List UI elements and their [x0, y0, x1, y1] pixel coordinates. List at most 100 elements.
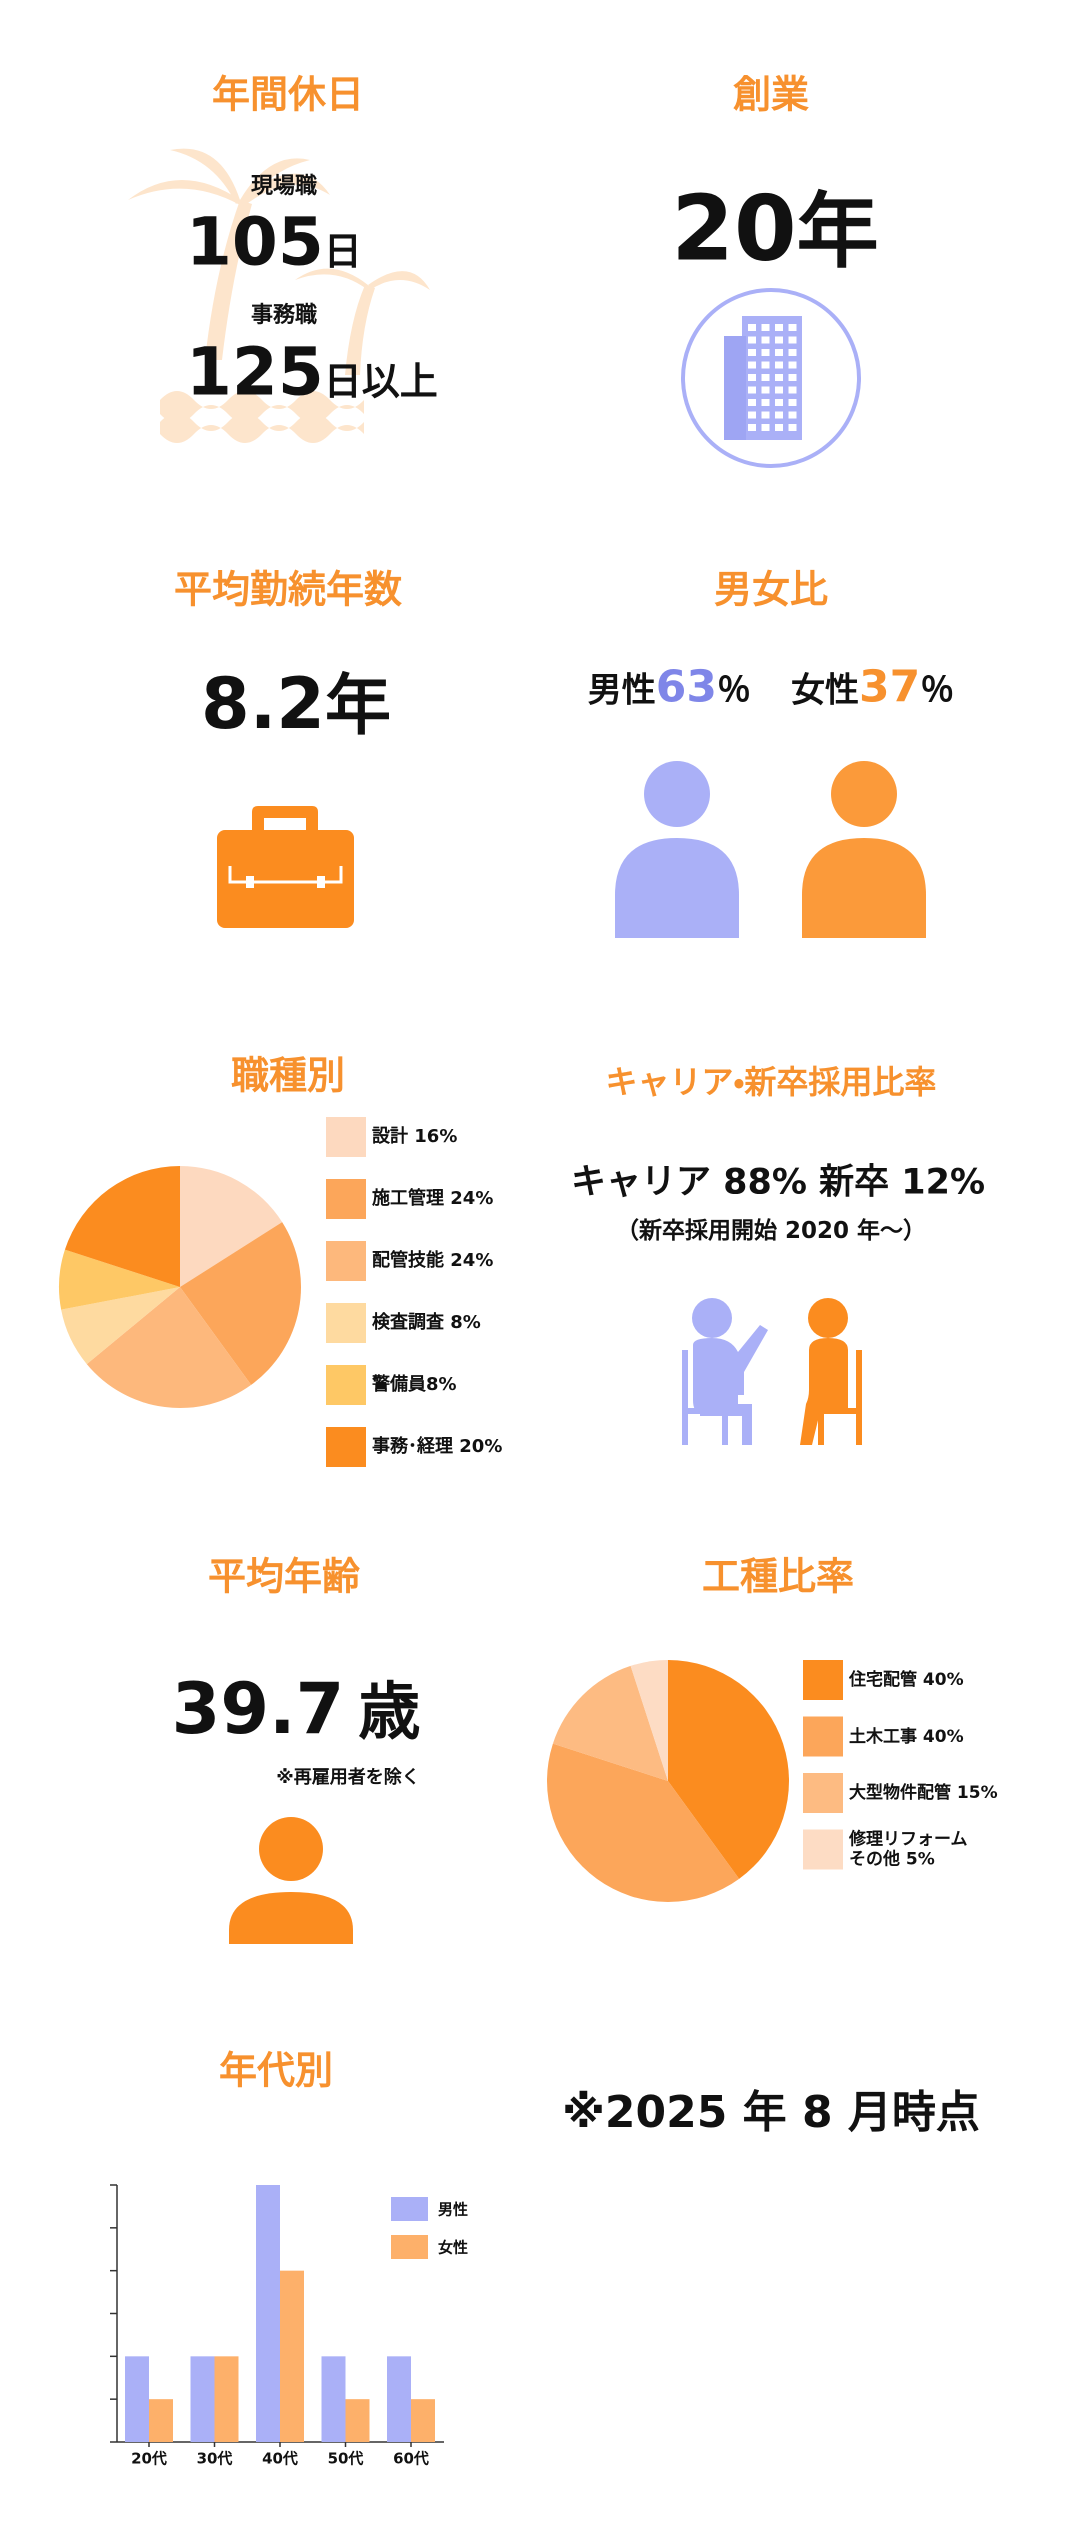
pie-slice	[61, 1287, 180, 1365]
stat: 125日以上	[186, 334, 438, 411]
stat-value: 37	[859, 661, 921, 713]
bar	[125, 2356, 149, 2442]
building-window	[775, 411, 783, 419]
section-title: 年代別	[218, 2048, 334, 2093]
pie-slice	[668, 1660, 789, 1879]
building-icon	[724, 316, 802, 440]
building-window	[775, 386, 783, 394]
building-window	[761, 424, 770, 431]
stat-unit: 年	[325, 667, 392, 744]
building-window	[775, 361, 783, 369]
legend-label: 設計 16%	[372, 1126, 458, 1148]
building-window	[788, 386, 797, 394]
stat-value: 39.7	[171, 1668, 345, 1750]
gender-ratio: 男性63％ 女性37％	[588, 662, 954, 713]
stat-value: 20	[671, 176, 797, 282]
bar	[190, 2356, 215, 2442]
briefcase-icon	[217, 806, 354, 928]
legend-label: 検査調査 8%	[372, 1312, 481, 1334]
bar	[214, 2356, 239, 2442]
label: 男性	[587, 670, 656, 711]
legend-swatch	[326, 1241, 366, 1281]
stat-unit: 日	[323, 229, 362, 274]
pie-slice	[180, 1222, 301, 1385]
section-title: 平均勤続年数	[173, 567, 403, 612]
pie-slice	[64, 1166, 180, 1287]
bar	[280, 2270, 304, 2442]
stat-unit: ％	[920, 670, 955, 711]
building-window	[788, 324, 797, 331]
building-window	[761, 399, 770, 406]
legend-label: 配管技能 24%	[372, 1250, 494, 1272]
legend-label: 土木工事 40%	[849, 1726, 964, 1747]
building-window	[748, 349, 756, 356]
legend-swatch	[803, 1773, 843, 1813]
interview-icon	[682, 1298, 862, 1445]
career-ratio: キャリア 88% 新卒 12%	[570, 1162, 986, 1203]
x-tick-label: 50代	[327, 2449, 364, 2468]
section-title: キャリア・新卒採用比率	[605, 1063, 937, 1101]
bar	[387, 2356, 411, 2442]
label: 事務職	[250, 303, 318, 328]
building-window	[761, 349, 770, 356]
pie-slice	[630, 1660, 668, 1781]
as-of-note: ※2025 年 8 月時点	[562, 2087, 980, 2138]
building-window	[761, 411, 770, 419]
legend-label: 女性	[438, 2238, 469, 2257]
stat-value: 125	[186, 333, 324, 411]
female-icon	[802, 761, 926, 938]
building-window	[775, 324, 783, 331]
x-tick-label: 40代	[262, 2449, 298, 2468]
pie-slice	[552, 1665, 668, 1781]
stat: 8.2年	[201, 652, 391, 748]
legend-label: 男性	[438, 2200, 469, 2219]
building-window	[775, 424, 783, 431]
building-window	[748, 424, 756, 431]
male-icon	[615, 761, 739, 938]
legend-swatch	[803, 1716, 843, 1757]
section-title: 職種別	[230, 1053, 346, 1098]
age-person-icon	[229, 1817, 353, 1944]
building-window	[748, 324, 756, 331]
pie-slice	[180, 1166, 283, 1287]
legend-swatch	[326, 1365, 366, 1405]
legend-swatch	[326, 1117, 366, 1157]
stat-unit: 日以上	[323, 359, 438, 404]
building-window	[748, 361, 756, 369]
stat-unit: ％	[717, 670, 751, 711]
section-title: 創業	[732, 72, 810, 117]
stat-value: 105	[186, 203, 324, 281]
x-tick-label: 30代	[196, 2449, 233, 2468]
legend-swatch	[326, 1427, 366, 1467]
legend-swatch	[803, 1660, 843, 1700]
building-window	[748, 374, 756, 381]
label: 女性	[791, 670, 859, 711]
legend-label: 警備員8%	[372, 1374, 457, 1396]
section-title: 男女比	[713, 567, 829, 612]
legend-label: 大型物件配管 15%	[849, 1782, 998, 1803]
building-circle	[681, 288, 861, 468]
note: （新卒採用開始 2020 年〜）	[615, 1218, 927, 1244]
stat: 105日	[186, 204, 362, 281]
building-window	[775, 399, 783, 406]
building-window	[788, 374, 797, 381]
stat: 20年	[671, 165, 878, 284]
stat-unit: 歳	[358, 1675, 421, 1748]
building-window	[788, 361, 797, 369]
building-side	[724, 336, 746, 440]
section-title: 年間休日	[211, 72, 365, 117]
palm-decoration	[128, 148, 430, 443]
note: ※再雇用者を除く	[276, 1767, 420, 1788]
legend-label: 施工管理 24%	[372, 1188, 494, 1210]
building-window	[788, 411, 797, 419]
building-window	[748, 336, 756, 344]
building-window	[761, 386, 770, 394]
legend-swatch	[391, 2197, 428, 2221]
building-window	[761, 361, 770, 369]
bar	[411, 2399, 435, 2442]
label: 現場職	[250, 174, 318, 199]
building-window	[761, 336, 770, 344]
building-window	[761, 374, 770, 381]
